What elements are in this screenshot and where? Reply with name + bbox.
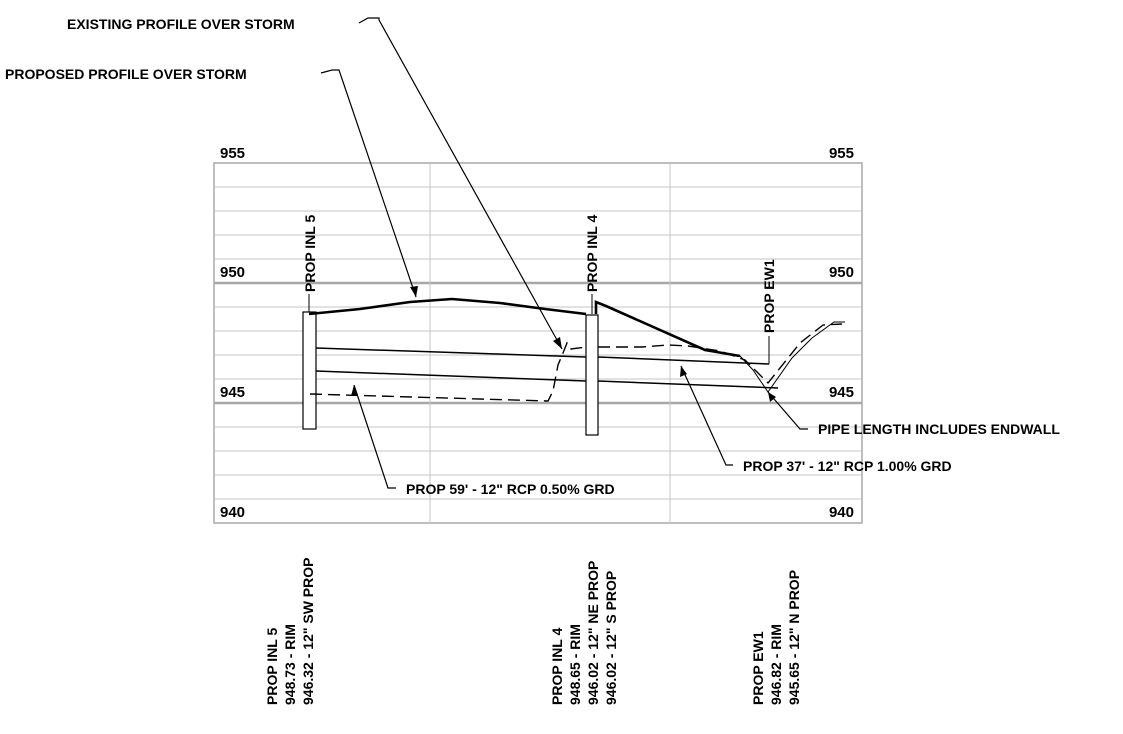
structure-data-line: 946.02 - 12" NE PROP: [585, 561, 601, 705]
inlet-5-structure: [302, 311, 317, 430]
proposed-profile: [308, 297, 845, 393]
structure-data-line: 946.02 - 12" S PROP: [603, 571, 619, 705]
tag-inlet-5: PROP INL 5: [302, 214, 318, 292]
structure-data-ew1: PROP EW1 946.82 - RIM 945.65 - 12" N PRO…: [750, 570, 802, 705]
pipe-59-bottom: [315, 370, 587, 382]
callout-proposed-profile: PROPOSED PROFILE OVER STORM: [5, 66, 247, 82]
structure-data-line: 948.73 - RIM: [282, 624, 298, 705]
structure-data-line: 946.82 - RIM: [768, 624, 784, 705]
pipe-37-top: [597, 356, 770, 365]
elevation-label-955-left: 955: [220, 145, 245, 162]
callout-arrowheads: [351, 286, 776, 402]
callout-pipe-endwall: PIPE LENGTH INCLUDES ENDWALL: [818, 421, 1060, 437]
structure-data-line: 945.65 - 12" N PROP: [786, 570, 802, 705]
callout-pipe-59: PROP 59' - 12" RCP 0.50% GRD: [406, 481, 615, 497]
pipe-37-bottom: [597, 380, 779, 389]
elevation-labels-left: 955 950 945 940: [220, 145, 245, 521]
elevation-label-945-right: 945: [829, 384, 854, 401]
callout-existing-profile: EXISTING PROFILE OVER STORM: [67, 16, 295, 32]
structure-data-line: 946.32 - 12" SW PROP: [300, 558, 316, 705]
callout-texts: EXISTING PROFILE OVER STORM PROPOSED PRO…: [5, 16, 1060, 497]
elevation-label-940-right: 940: [829, 504, 854, 521]
inlet-4-structure: [585, 314, 599, 436]
elevation-label-945-left: 945: [220, 384, 245, 401]
tag-inlet-4: PROP INL 4: [584, 214, 600, 292]
callout-pipe-37: PROP 37' - 12" RCP 1.00% GRD: [743, 458, 952, 474]
elevation-labels-right: 955 950 945 940: [829, 145, 854, 521]
profile-grid: [213, 162, 863, 524]
existing-profile: [309, 323, 843, 402]
structure-data-inl5: PROP INL 5 948.73 - RIM 946.32 - 12" SW …: [264, 558, 316, 705]
elevation-label-950-right: 950: [829, 264, 854, 281]
tag-endwall-1: PROP EW1: [761, 259, 777, 333]
structure-tags: PROP INL 5 PROP INL 4 PROP EW1: [302, 214, 777, 364]
elevation-label-950-left: 950: [220, 264, 245, 281]
structure-data-line: PROP INL 5: [264, 627, 280, 705]
structures: [302, 311, 599, 436]
callout-leaders: [320, 17, 808, 489]
structure-data-line: 948.65 - RIM: [567, 624, 583, 705]
pipe-59-top: [315, 347, 587, 358]
structure-data-line: PROP EW1: [750, 631, 766, 705]
structure-data-inl4: PROP INL 4 948.65 - RIM 946.02 - 12" NE …: [549, 561, 619, 705]
structure-data-line: PROP INL 4: [549, 627, 565, 705]
elevation-label-940-left: 940: [220, 504, 245, 521]
proposed-pipes: [315, 347, 779, 389]
elevation-label-955-right: 955: [829, 145, 854, 162]
